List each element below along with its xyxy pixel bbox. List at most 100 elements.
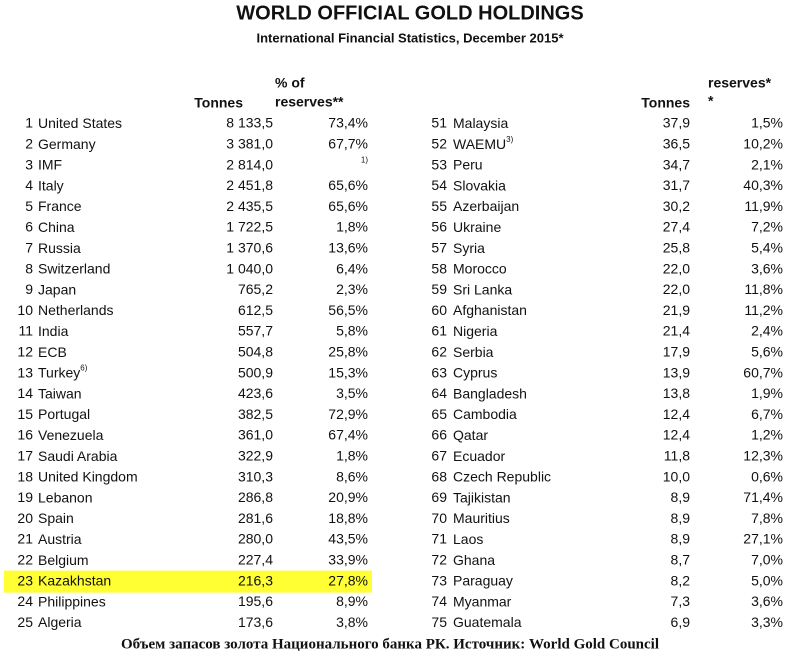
reserve-share: 10,2% — [743, 136, 783, 152]
tonnes: 195,6 — [238, 593, 273, 609]
tonnes: 504,8 — [238, 344, 273, 360]
country-name: Paraguay — [453, 572, 513, 588]
rank: 71 — [431, 531, 447, 547]
tonnes: 10,0 — [663, 468, 690, 484]
rank: 11 — [18, 323, 33, 339]
rank: 24 — [17, 593, 33, 609]
country-name: Spain — [38, 510, 74, 526]
rank: 68 — [431, 468, 447, 484]
country-name: Saudi Arabia — [38, 448, 118, 464]
tonnes: 34,7 — [663, 156, 690, 172]
reserve-share: 1,2% — [751, 427, 783, 443]
reserve-share: 2,3% — [336, 281, 368, 297]
country: Ukraine — [453, 219, 501, 235]
country: Kazakhstan — [38, 572, 111, 588]
tonnes: 500,9 — [238, 364, 273, 380]
country-name: Nigeria — [453, 323, 498, 339]
country: Afghanistan — [453, 302, 527, 318]
tonnes: 7,3 — [671, 593, 691, 609]
tonnes: 8 133,5 — [226, 115, 273, 131]
country-name: Portugal — [38, 406, 90, 422]
country: Myanmar — [453, 593, 512, 609]
country: China — [38, 219, 75, 235]
country: Nigeria — [453, 323, 498, 339]
rank: 57 — [431, 240, 447, 256]
reserve-share: 1,9% — [751, 385, 783, 401]
reserve-share: 56,5% — [328, 302, 368, 318]
highlight-layer — [4, 570, 372, 593]
country-name: Ukraine — [453, 219, 501, 235]
tonnes: 322,9 — [238, 448, 273, 464]
country-name: Turkey — [38, 364, 80, 380]
rank: 60 — [431, 302, 447, 318]
tonnes: 22,0 — [663, 260, 690, 276]
rank: 67 — [431, 448, 447, 464]
rank: 59 — [431, 281, 447, 297]
country-name: IMF — [38, 156, 62, 172]
country: Belgium — [38, 552, 89, 568]
reserve-share: 20,9% — [328, 489, 368, 505]
tonnes: 17,9 — [663, 344, 690, 360]
country-name: Ghana — [453, 552, 495, 568]
reserve-share: 27,1% — [743, 531, 783, 547]
rank: 2 — [25, 136, 33, 152]
country: Portugal — [38, 406, 90, 422]
footnote-ref: 6) — [80, 364, 87, 373]
reserve-share: 65,6% — [328, 198, 368, 214]
country: WAEMU3) — [453, 135, 514, 152]
country: Philippines — [38, 593, 106, 609]
tonnes: 8,2 — [671, 572, 691, 588]
country-name: France — [38, 198, 82, 214]
country-name: Slovakia — [453, 177, 506, 193]
rank: 8 — [25, 260, 33, 276]
country-name: Morocco — [453, 260, 507, 276]
country-name: Austria — [38, 531, 82, 547]
country: Czech Republic — [453, 468, 551, 484]
column-header: * — [708, 93, 714, 109]
country-name: Germany — [38, 136, 96, 152]
tonnes: 31,7 — [663, 177, 690, 193]
rank: 72 — [431, 552, 447, 568]
country: Austria — [38, 531, 82, 547]
tonnes: 765,2 — [238, 281, 273, 297]
reserve-share: 5,0% — [751, 572, 783, 588]
tonnes: 173,6 — [238, 614, 273, 630]
country: India — [38, 323, 69, 339]
tonnes: 8,7 — [671, 552, 691, 568]
rank: 10 — [17, 302, 33, 318]
country: Taiwan — [38, 385, 82, 401]
rank: 6 — [25, 219, 33, 235]
country-name: Algeria — [38, 614, 82, 630]
country: Algeria — [38, 614, 82, 630]
reserve-share: 1,5% — [751, 115, 783, 131]
country-name: United Kingdom — [38, 468, 138, 484]
rank: 19 — [17, 489, 33, 505]
rank: 53 — [431, 156, 447, 172]
country-name: Azerbaijan — [453, 198, 519, 214]
rank: 63 — [431, 364, 447, 380]
tonnes: 612,5 — [238, 302, 273, 318]
reserve-share: 6,4% — [336, 260, 368, 276]
reserve-share: 5,4% — [751, 240, 783, 256]
tonnes: 423,6 — [238, 385, 273, 401]
country: Peru — [453, 156, 483, 172]
country-name: Italy — [38, 177, 64, 193]
reserve-share: 11,9% — [744, 198, 783, 214]
country: Morocco — [453, 260, 507, 276]
country-name: Cyprus — [453, 364, 497, 380]
reserve-share: 2,1% — [751, 156, 783, 172]
rank: 70 — [431, 510, 447, 526]
rank: 14 — [17, 385, 33, 401]
tonnes: 21,9 — [663, 302, 690, 318]
reserve-share: 8,9% — [336, 593, 368, 609]
country-name: Lebanon — [38, 489, 93, 505]
rank: 65 — [431, 406, 447, 422]
tonnes: 12,4 — [663, 427, 690, 443]
reserve-share: 7,2% — [751, 219, 783, 235]
country-name: Ecuador — [453, 448, 505, 464]
reserve-share: 72,9% — [328, 406, 368, 422]
tonnes: 3 381,0 — [226, 136, 273, 152]
country: Mauritius — [453, 510, 510, 526]
country: Spain — [38, 510, 74, 526]
